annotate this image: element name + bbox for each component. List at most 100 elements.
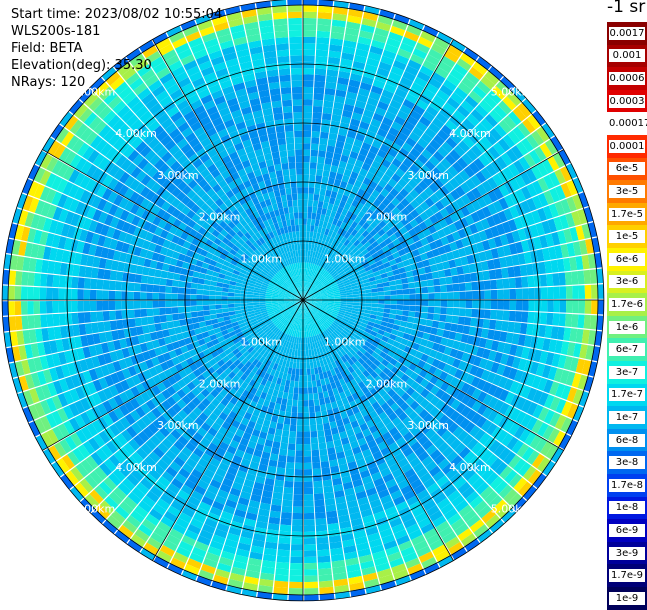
ppi-cell: [209, 291, 216, 296]
ppi-cell: [577, 314, 584, 328]
ppi-cell: [65, 276, 72, 288]
ppi-cell: [384, 291, 391, 296]
ppi-cell: [347, 297, 353, 299]
ppi-cell: [178, 313, 185, 320]
ppi-cell: [303, 81, 314, 88]
ppi-cell: [372, 296, 378, 300]
ppi-cell: [121, 282, 128, 291]
ppi-cell: [15, 316, 22, 330]
ppi-cell: [389, 280, 396, 285]
ppi-cell: [300, 356, 303, 362]
ppi-cell: [78, 277, 85, 288]
ppi-cell: [470, 318, 477, 327]
ppi-cell: [319, 398, 325, 405]
ppi-cell: [153, 316, 160, 324]
ppi-cell: [353, 294, 359, 297]
ppi-cell: [247, 297, 253, 300]
ppi-cell: [303, 187, 308, 193]
ppi-cell: [309, 400, 314, 407]
ppi-cell: [311, 443, 319, 450]
ppi-cell: [115, 281, 122, 290]
ppi-cell: [203, 285, 210, 290]
ppi-cell: [320, 132, 329, 139]
ppi-cell: [304, 500, 314, 507]
ppi-cell: [53, 314, 60, 326]
ppi-cell: [509, 278, 516, 289]
ppi-cell: [286, 462, 294, 469]
ppi-cell: [228, 304, 235, 308]
ppi-cell: [403, 305, 410, 310]
ppi-cell: [590, 269, 597, 284]
ppi-cell: [471, 282, 478, 291]
ppi-cell: [155, 323, 162, 331]
ppi-cell: [274, 581, 288, 588]
ppi-cell: [320, 189, 326, 196]
ppi-cell: [216, 287, 223, 292]
ppi-cell: [122, 310, 129, 319]
ppi-cell: [495, 269, 502, 279]
ppi-cell: [438, 270, 445, 278]
ppi-cell: [304, 582, 318, 589]
ppi-cell: [285, 380, 290, 387]
ppi-cell: [84, 278, 91, 289]
ppi-cell: [316, 531, 328, 538]
ppi-cell: [27, 287, 34, 300]
ppi-cell: [284, 487, 294, 494]
ppi-cell: [228, 292, 235, 296]
ppi-cell: [292, 368, 296, 375]
ppi-cell: [409, 300, 415, 305]
ppi-cell: [444, 323, 451, 331]
ppi-cell: [102, 290, 108, 300]
ppi-cell: [290, 557, 303, 564]
ppi-cell: [324, 397, 330, 404]
ppi-cell: [9, 316, 16, 331]
ppi-cell: [289, 387, 294, 394]
ppi-cell: [205, 274, 212, 280]
ppi-cell: [15, 271, 22, 285]
ppi-cell: [319, 574, 333, 581]
ppi-cell: [308, 206, 313, 213]
ppi-cell: [171, 301, 177, 307]
ppi-cell: [313, 100, 323, 107]
ppi-cell: [281, 436, 289, 443]
ppi-cell: [104, 321, 111, 331]
ppi-cell: [316, 169, 323, 176]
ppi-cell: [383, 313, 390, 318]
ppi-cell: [324, 492, 334, 499]
ppi-cell: [134, 283, 141, 291]
ppi-cell: [277, 549, 290, 556]
ppi-cell: [140, 284, 147, 292]
ppi-cell: [289, 437, 296, 444]
ppi-cell: [297, 419, 303, 425]
ppi-cell: [197, 306, 204, 311]
ppi-cell: [516, 300, 523, 311]
ppi-cell: [160, 315, 167, 323]
ppi-cell: [472, 291, 479, 299]
ppi-cell: [304, 475, 313, 482]
ppi-cell: [316, 50, 328, 57]
ppi-cell: [284, 481, 293, 488]
ppi-cell: [59, 288, 66, 300]
ppi-cell: [276, 562, 289, 569]
ppi-cell: [452, 316, 459, 324]
ppi-cell: [365, 293, 372, 297]
ppi-cell: [527, 276, 534, 287]
ppi-cell: [304, 532, 316, 539]
ppi-cell: [445, 276, 452, 284]
ppi-cell: [312, 213, 317, 220]
ppi-cell: [283, 424, 290, 431]
ppi-cell: [179, 319, 186, 326]
ppi-cell: [161, 322, 168, 330]
ppi-cell: [438, 322, 445, 330]
ppi-cell: [210, 314, 217, 319]
ppi-cell: [490, 310, 497, 320]
ppi-cell: [96, 311, 103, 321]
ppi-cell: [315, 506, 326, 513]
ppi-cell: [303, 106, 312, 112]
ppi-cell: [314, 188, 320, 195]
ppi-cell: [159, 293, 165, 300]
ppi-cell: [129, 318, 136, 327]
ppi-cell: [303, 200, 308, 206]
ppi-cell: [109, 281, 116, 291]
ppi-cell: [304, 431, 311, 437]
